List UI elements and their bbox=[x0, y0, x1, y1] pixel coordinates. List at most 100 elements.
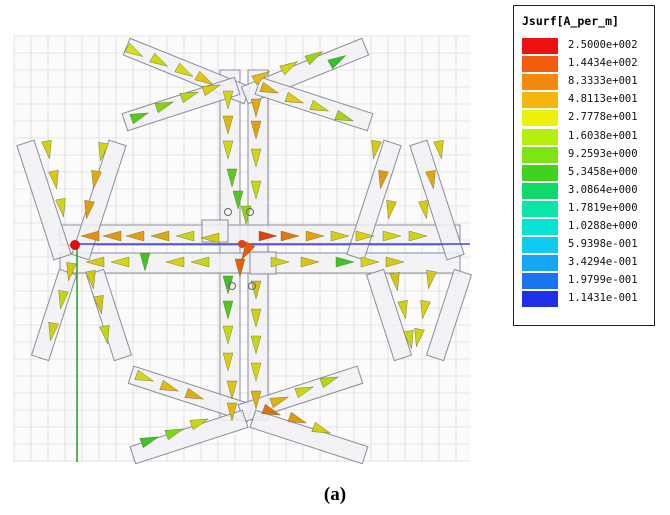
current-arrow bbox=[84, 200, 95, 220]
current-arrow bbox=[222, 115, 234, 135]
origin-marker bbox=[70, 240, 80, 250]
current-arrow bbox=[414, 328, 425, 348]
port-circle bbox=[224, 208, 232, 216]
legend-swatch bbox=[522, 255, 558, 272]
current-arrow bbox=[258, 230, 278, 242]
current-arrow bbox=[80, 230, 100, 242]
current-arrow bbox=[408, 230, 428, 242]
current-arrow bbox=[250, 98, 262, 118]
current-arrow bbox=[139, 436, 160, 449]
legend-tick-label: 1.9799e-001 bbox=[568, 274, 638, 287]
current-arrow bbox=[194, 70, 214, 85]
legend-swatch bbox=[522, 273, 558, 290]
current-arrow bbox=[201, 84, 222, 97]
legend-swatch bbox=[522, 92, 558, 109]
current-arrow bbox=[85, 256, 105, 268]
legend-title: Jsurf[A_per_m] bbox=[522, 14, 619, 28]
legend-swatch bbox=[522, 38, 558, 54]
figure-caption: (a) bbox=[323, 484, 347, 505]
current-arrow bbox=[164, 428, 185, 441]
current-arrow bbox=[335, 256, 355, 268]
legend-swatch bbox=[522, 128, 558, 145]
current-arrow bbox=[418, 200, 429, 220]
legend-tick-label: 3.0864e+000 bbox=[568, 183, 638, 196]
current-arrow bbox=[175, 230, 195, 242]
current-arrow bbox=[55, 198, 66, 218]
current-arrow bbox=[98, 142, 109, 162]
legend-swatch bbox=[522, 291, 558, 308]
current-arrow bbox=[270, 256, 290, 268]
current-arrows bbox=[41, 42, 444, 449]
current-arrow bbox=[250, 362, 262, 382]
legend-tick-label: 1.1431e-001 bbox=[568, 292, 638, 305]
feed-markers bbox=[70, 208, 256, 290]
current-arrow bbox=[189, 418, 210, 431]
current-arrow bbox=[58, 290, 69, 310]
current-arrow bbox=[334, 109, 355, 122]
current-arrow bbox=[165, 256, 185, 268]
current-arrow bbox=[403, 330, 414, 350]
current-arrow bbox=[250, 308, 262, 328]
current-arrow bbox=[330, 230, 350, 242]
axis-lines bbox=[72, 243, 470, 462]
legend-tick-label: 5.9398e-001 bbox=[568, 238, 638, 251]
antenna-strip bbox=[16, 139, 72, 261]
current-arrow bbox=[389, 272, 400, 292]
current-arrow bbox=[250, 148, 262, 168]
current-arrow bbox=[222, 300, 234, 320]
feed-point-marker bbox=[238, 240, 246, 248]
current-arrow bbox=[179, 91, 200, 104]
current-arrow bbox=[241, 241, 256, 261]
port-circle bbox=[248, 282, 256, 290]
current-arrow bbox=[420, 300, 431, 320]
antenna-strip bbox=[365, 268, 413, 362]
current-arrow bbox=[250, 390, 262, 410]
legend-swatch bbox=[522, 200, 558, 217]
legend-swatch bbox=[522, 74, 558, 91]
current-arrow bbox=[309, 99, 330, 112]
legend-tick-label: 3.4294e-001 bbox=[568, 256, 638, 269]
current-arrow bbox=[222, 140, 234, 160]
legend-tick-label: 5.3458e+000 bbox=[568, 165, 638, 178]
current-arrow bbox=[261, 403, 282, 416]
current-arrow bbox=[386, 200, 397, 220]
current-arrow bbox=[226, 168, 238, 188]
current-arrow bbox=[134, 369, 155, 382]
current-arrow bbox=[259, 81, 280, 94]
legend-swatch bbox=[522, 182, 558, 199]
current-arrow bbox=[250, 180, 262, 200]
legend-swatch bbox=[522, 237, 558, 254]
current-arrow bbox=[269, 396, 290, 409]
current-arrow bbox=[48, 170, 59, 190]
current-arrow bbox=[300, 256, 320, 268]
legend-tick-label: 8.3333e+001 bbox=[568, 75, 638, 88]
current-arrow bbox=[184, 387, 205, 400]
current-arrow bbox=[284, 91, 305, 104]
current-arrow bbox=[48, 322, 59, 342]
current-arrow bbox=[66, 262, 77, 282]
current-arrow bbox=[426, 270, 437, 290]
current-arrow bbox=[385, 256, 405, 268]
current-arrow bbox=[355, 230, 375, 242]
current-arrow bbox=[139, 252, 151, 272]
antenna-strip bbox=[346, 139, 402, 261]
color-legend: Jsurf[A_per_m] 2.5000e+002 1.4434e+002 8.3… bbox=[513, 5, 655, 326]
current-arrow bbox=[222, 275, 234, 295]
current-arrow bbox=[125, 230, 145, 242]
current-arrow bbox=[150, 230, 170, 242]
legend-swatch bbox=[522, 56, 558, 73]
current-arrow bbox=[154, 101, 175, 114]
legend-tick-label: 9.2593e+000 bbox=[568, 147, 638, 160]
current-arrow bbox=[226, 380, 238, 400]
current-arrow bbox=[294, 386, 315, 399]
current-arrow bbox=[124, 42, 144, 57]
port-circle bbox=[228, 282, 236, 290]
current-arrow bbox=[93, 295, 104, 315]
current-arrow bbox=[222, 352, 234, 372]
current-arrow bbox=[234, 258, 246, 278]
current-arrow bbox=[102, 230, 122, 242]
legend-tick-label: 1.7819e+000 bbox=[568, 201, 638, 214]
current-arrow bbox=[397, 300, 408, 320]
antenna-strip bbox=[425, 268, 473, 362]
